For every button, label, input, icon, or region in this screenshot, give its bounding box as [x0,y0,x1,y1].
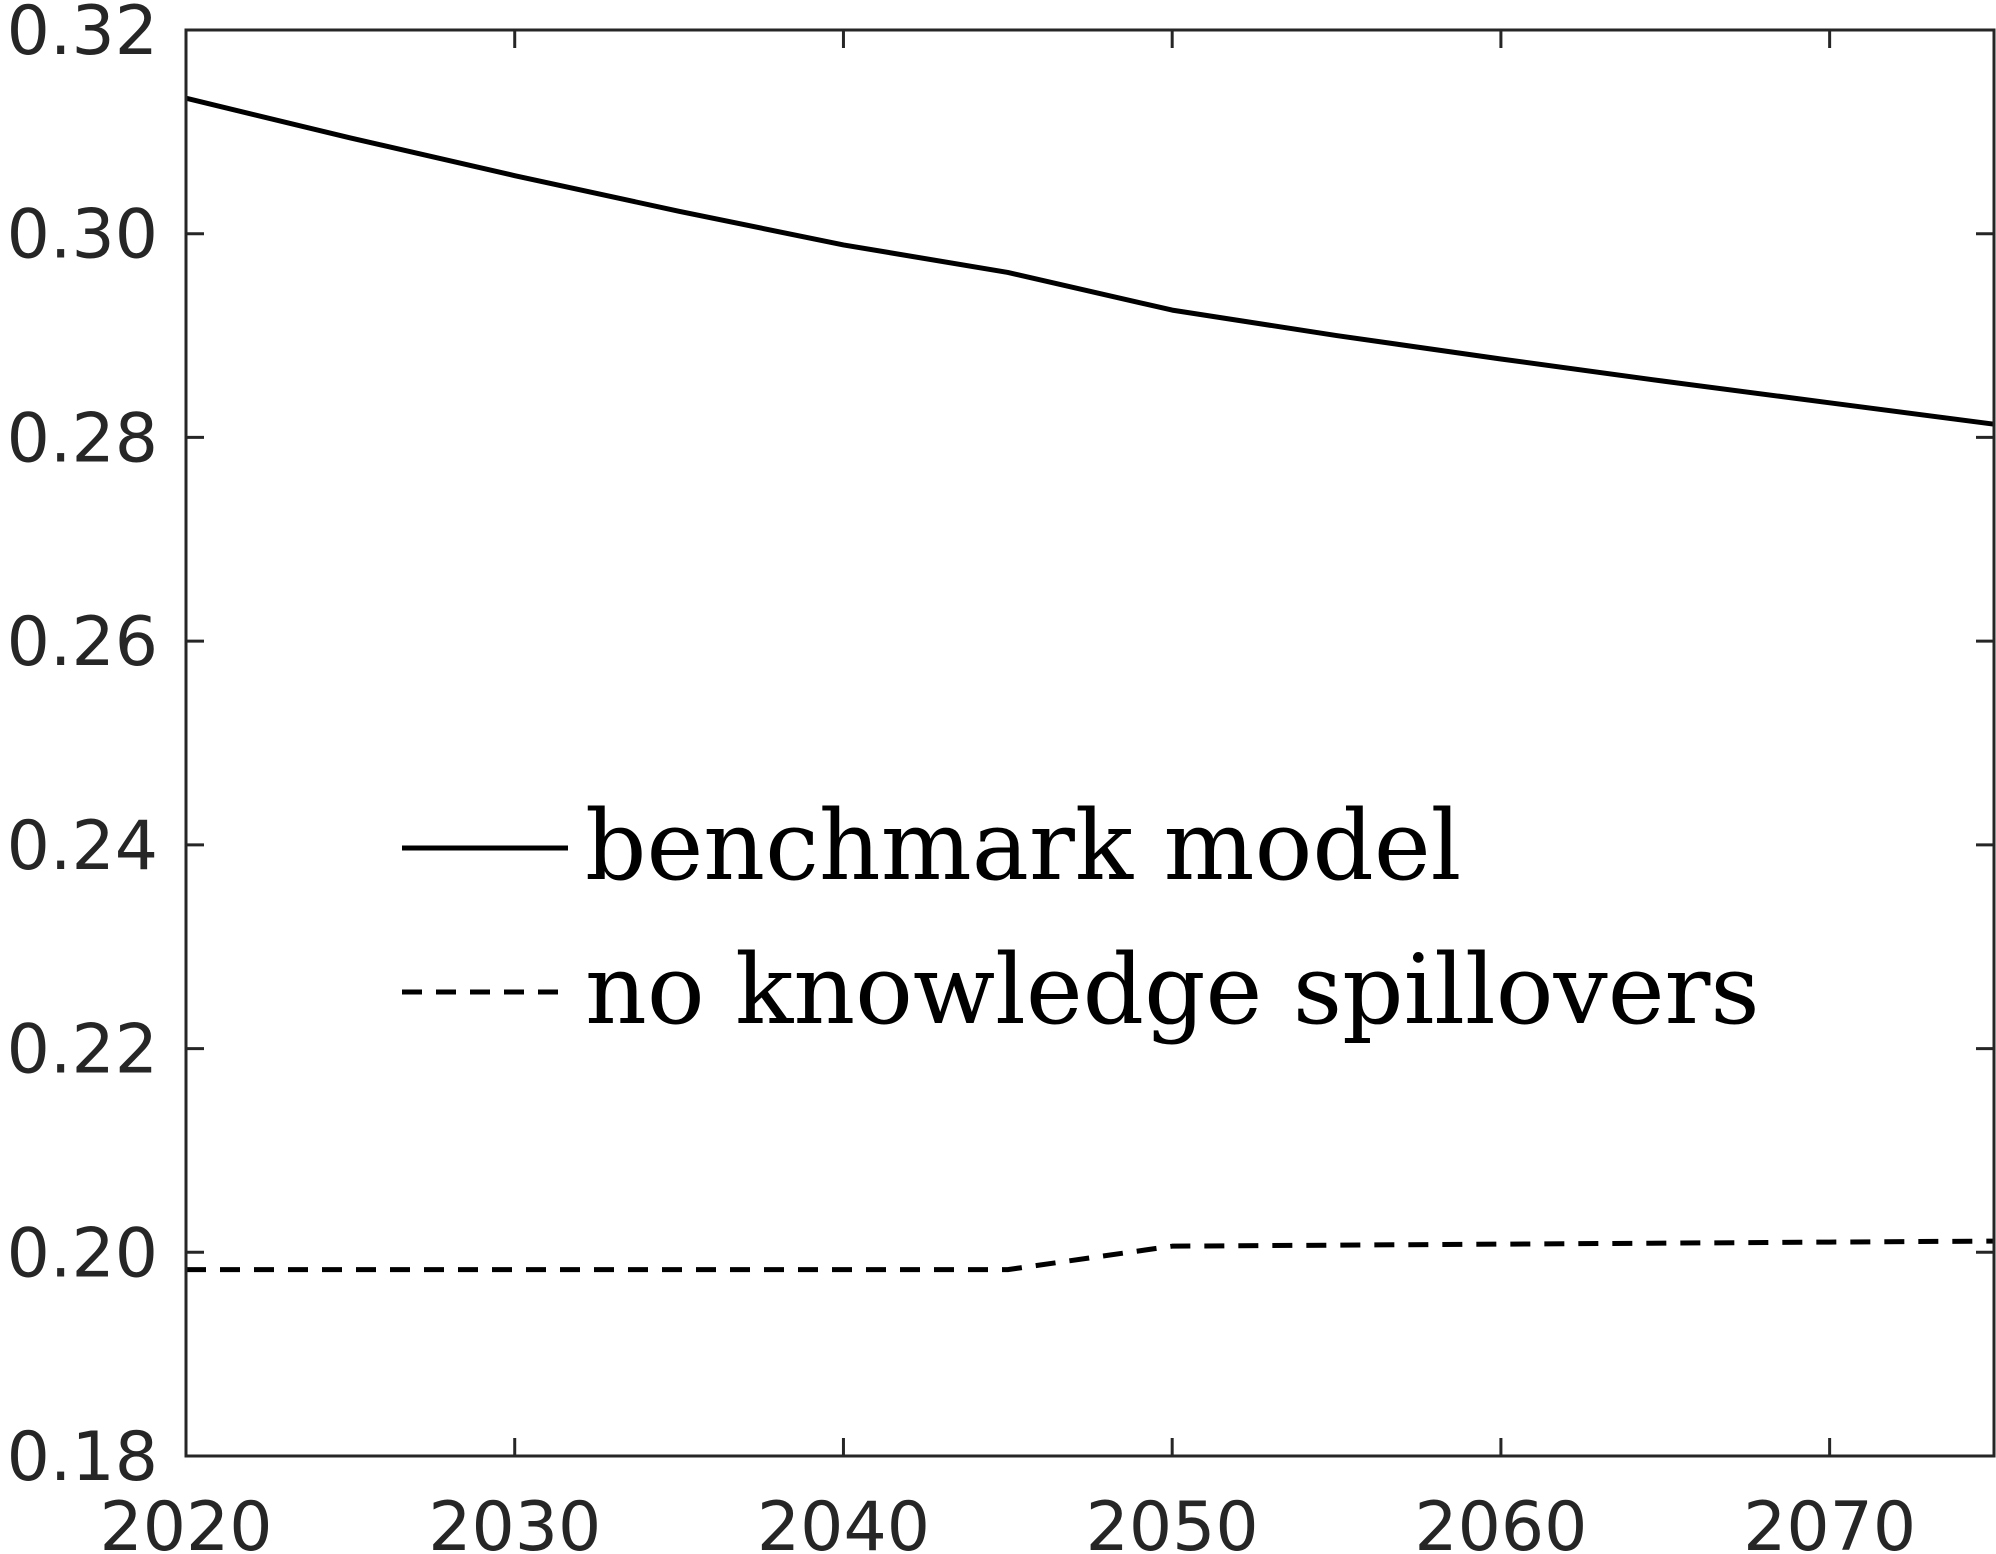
x-tick-label: 2040 [757,1488,930,1554]
y-tick-label: 0.26 [7,603,158,682]
legend-label-benchmark-model: benchmark model [585,790,1461,902]
x-tick-label: 2070 [1743,1488,1916,1554]
legend: benchmark model no knowledge spillovers [402,790,1760,1046]
y-tick-label: 0.22 [7,1011,158,1090]
y-tick-label: 0.32 [7,0,158,71]
x-tick-label: 2050 [1086,1488,1259,1554]
series-line-benchmark-model [185,95,1995,427]
y-axis-ticks: 0.18 0.20 0.22 0.24 0.26 0.28 0.30 0.32 [7,0,1994,1497]
x-tick-label: 2020 [99,1488,272,1554]
plot-area [186,30,1994,1456]
y-tick-label: 0.30 [7,196,158,275]
series-layer [185,95,1995,1273]
legend-label-no-knowledge-spillovers: no knowledge spillovers [585,934,1760,1046]
x-axis-ticks: 2020 2030 2040 2050 2060 2070 [99,30,1916,1554]
y-tick-label: 0.24 [7,807,158,886]
y-tick-label: 0.18 [7,1418,158,1497]
y-tick-label: 0.28 [7,399,158,478]
series-line-no-knowledge-spillovers [186,1238,1995,1273]
x-tick-label: 2060 [1414,1488,1587,1554]
y-tick-label: 0.20 [7,1214,158,1293]
plot-frame [184,28,1996,1458]
x-tick-label: 2030 [428,1488,601,1554]
